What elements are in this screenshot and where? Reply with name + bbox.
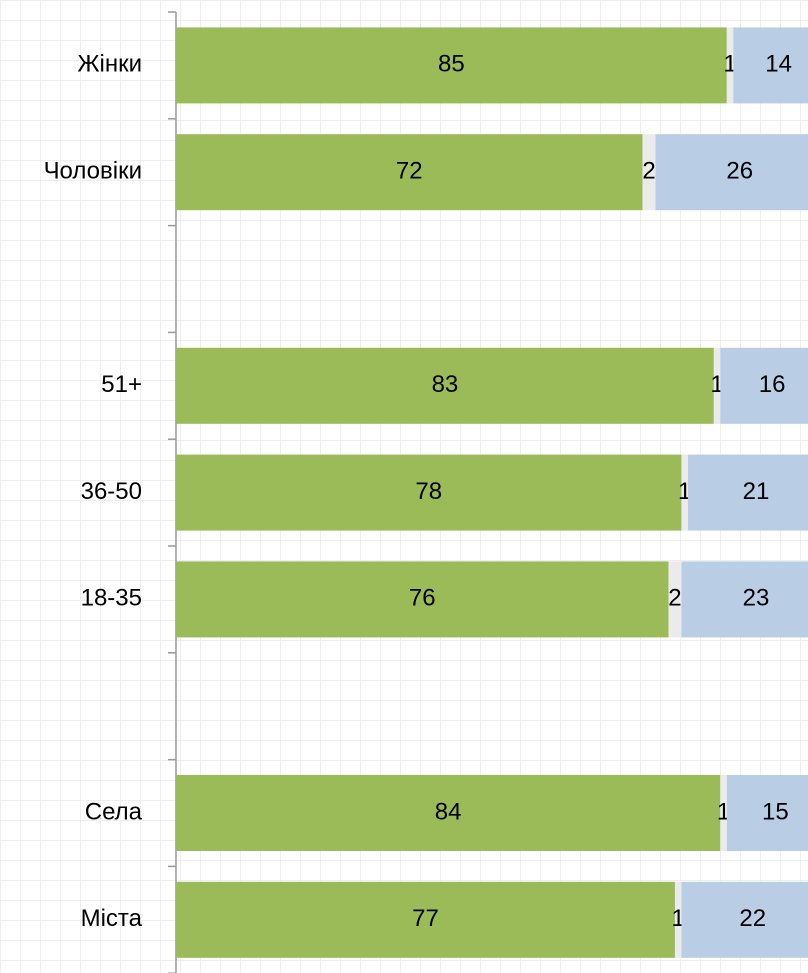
data-label: 83 (432, 371, 459, 398)
data-label: 85 (438, 51, 465, 78)
bar-segment (726, 775, 808, 851)
data-label: 77 (412, 905, 439, 932)
bar-segment (655, 134, 808, 211)
y-tick-label: 51+ (101, 371, 142, 398)
bar-segment (176, 881, 675, 958)
bar-segment (176, 454, 682, 531)
bar-segment (681, 881, 808, 958)
bar-segment (176, 775, 721, 851)
bar-segment (176, 134, 643, 211)
bar-segment (681, 561, 808, 638)
data-label: 14 (765, 51, 792, 78)
bar-segment (726, 27, 734, 104)
bar-segment (176, 561, 669, 638)
y-tick-label: 18-35 (81, 585, 142, 612)
bar-segment (713, 347, 721, 424)
data-label: 23 (743, 585, 770, 612)
bar-segment (176, 347, 714, 424)
bar-segment (733, 27, 808, 104)
data-label: 26 (726, 158, 753, 185)
data-label: 16 (759, 371, 786, 398)
y-tick-label: Чоловіки (44, 158, 142, 185)
bar-segment (687, 454, 808, 531)
bar-segment (720, 775, 727, 851)
data-label: 2 (668, 585, 681, 612)
bar-segment (720, 347, 808, 424)
data-label: 72 (396, 158, 423, 185)
data-label: 15 (762, 798, 789, 825)
y-tick-label: Міста (81, 905, 143, 932)
bar-segment (642, 134, 656, 211)
data-label: 76 (409, 585, 436, 612)
y-tick-label: 36-50 (81, 478, 142, 505)
data-label: 22 (739, 905, 766, 932)
bar-segment (674, 881, 682, 958)
bar-segment (668, 561, 682, 638)
bar-segment (176, 27, 727, 104)
data-label: 2 (642, 158, 655, 185)
data-label: 78 (415, 478, 442, 505)
data-label: 21 (743, 478, 770, 505)
y-tick-label: Жінки (77, 51, 142, 78)
data-label: 84 (435, 798, 462, 825)
bar-segment (681, 454, 688, 531)
y-tick-label: Села (85, 798, 143, 825)
